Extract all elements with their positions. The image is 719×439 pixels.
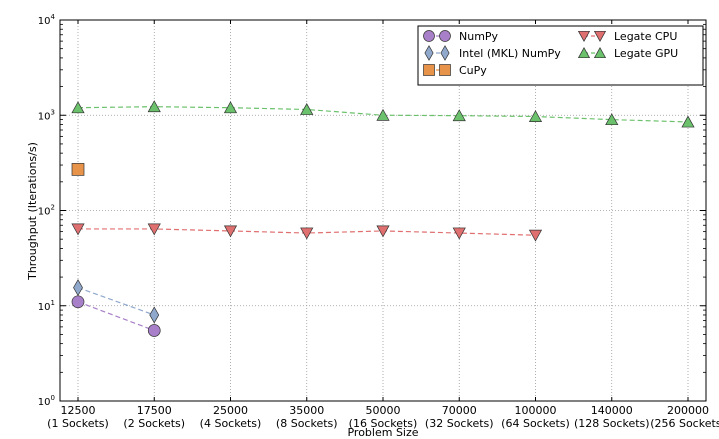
legate-cpu-point xyxy=(376,225,390,238)
intel-mkl-numpy-point xyxy=(149,306,160,324)
x-tick-sublabel: (256 Sockets) xyxy=(650,417,719,430)
legend-label-numpy: NumPy xyxy=(459,30,499,43)
legate-gpu-point xyxy=(681,115,695,128)
x-tick-label: 35000 xyxy=(289,404,324,417)
x-tick-sublabel: (16 Sockets) xyxy=(349,417,418,430)
x-tick-label: 70000 xyxy=(442,404,477,417)
x-tick-sublabel: (2 Sockets) xyxy=(123,417,185,430)
legend-marker-intel-mkl-numpy xyxy=(440,45,450,61)
x-tick-sublabel: (32 Sockets) xyxy=(425,417,494,430)
x-tick-label: 50000 xyxy=(366,404,401,417)
legate-cpu-point xyxy=(147,223,161,236)
x-tick-label: 17500 xyxy=(137,404,172,417)
x-tick-label: 12500 xyxy=(61,404,96,417)
legate-gpu-point xyxy=(300,103,314,115)
legend-marker-numpy xyxy=(423,30,435,42)
legend-marker-numpy xyxy=(439,30,451,42)
legate-cpu-point xyxy=(223,225,238,238)
x-tick-label: 140000 xyxy=(591,404,633,417)
intel-mkl-numpy-line xyxy=(77,287,155,316)
legend-label-legate-gpu: Legate GPU xyxy=(614,47,678,60)
x-tick-sublabel: (64 Sockets) xyxy=(501,417,570,430)
legate-gpu-point xyxy=(147,100,161,113)
legate-gpu-point xyxy=(528,110,543,122)
y-tick-label: 104 xyxy=(38,13,56,27)
x-tick-label: 200000 xyxy=(667,404,709,417)
numpy-point xyxy=(71,295,85,309)
legend-marker-cupy xyxy=(439,64,451,76)
x-axis-ticks: 12500(1 Sockets) 17500(2 Sockets) 25000(4 … xyxy=(47,20,719,430)
legate-gpu-point xyxy=(376,108,390,121)
legate-gpu-point xyxy=(605,113,619,126)
y-tick-label: 102 xyxy=(38,204,55,218)
legend-box xyxy=(417,25,704,86)
legend-marker-cupy xyxy=(423,64,435,76)
legend-label-intel-mkl-numpy: Intel (MKL) NumPy xyxy=(459,47,561,60)
y-tick-label: 101 xyxy=(38,299,55,313)
legate-cpu-point xyxy=(71,223,85,236)
legate-gpu-point xyxy=(452,109,466,122)
numpy-point xyxy=(147,324,161,337)
x-tick-sublabel: (128 Sockets) xyxy=(574,417,650,430)
legend-label-legate-cpu: Legate CPU xyxy=(614,30,677,43)
x-axis-label: Problem Size xyxy=(347,426,418,439)
x-tick-sublabel: (8 Sockets) xyxy=(276,417,338,430)
intel-mkl-numpy-point xyxy=(73,279,83,297)
legend-marker-legate-gpu xyxy=(593,47,607,59)
legend-marker-legate-cpu xyxy=(577,30,591,42)
legend-marker-legate-cpu xyxy=(593,30,607,42)
legend: NumPy Intel (MKL) NumPy CuPy Legate CPU Lega… xyxy=(417,25,704,86)
y-tick-label: 103 xyxy=(38,108,55,122)
x-tick-label: 100000 xyxy=(515,404,557,417)
y-tick-label: 100 xyxy=(38,394,55,408)
numpy-line xyxy=(77,301,155,332)
legate-gpu-point xyxy=(223,101,238,114)
y-axis-label: Throughput (Iterations/s) xyxy=(26,142,39,281)
x-tick-sublabel: (4 Sockets) xyxy=(200,417,262,430)
legate-cpu-point xyxy=(528,229,543,242)
legate-gpu-point xyxy=(71,101,85,114)
legend-label-cupy: CuPy xyxy=(459,64,487,77)
y-axis-ticks: 100 101 102 103 104 xyxy=(38,13,706,408)
legate-cpu-point xyxy=(300,227,314,240)
series-markers xyxy=(71,100,695,337)
x-tick-label: 25000 xyxy=(213,404,248,417)
legend-marker-legate-gpu xyxy=(577,47,591,59)
legate-cpu-point xyxy=(452,227,466,240)
legend-marker-intel-mkl-numpy xyxy=(424,45,434,61)
cupy-point xyxy=(71,163,85,176)
x-tick-sublabel: (1 Sockets) xyxy=(47,417,109,430)
